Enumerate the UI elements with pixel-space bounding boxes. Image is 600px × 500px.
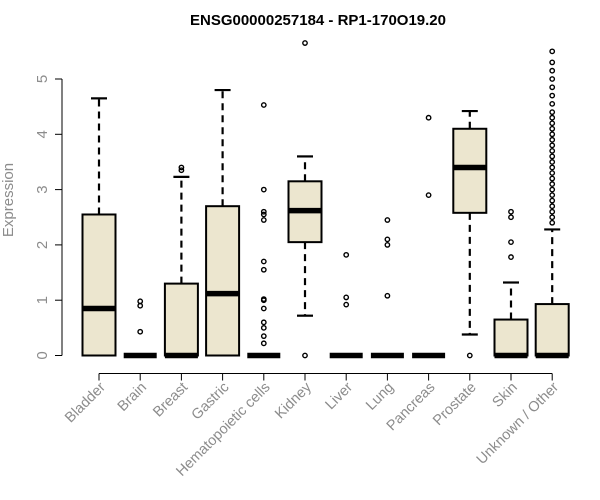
outlier-point xyxy=(549,84,556,91)
outlier-point xyxy=(549,76,556,82)
outlier-point xyxy=(549,114,556,121)
box-11 xyxy=(534,48,570,359)
y-tick-label: 0 xyxy=(34,351,51,359)
outlier-point xyxy=(508,208,514,215)
outlier-point xyxy=(549,219,556,226)
box-iqr xyxy=(452,127,488,214)
y-tick-label: 5 xyxy=(34,75,51,83)
outlier-point xyxy=(260,266,267,273)
box-1 xyxy=(123,298,157,359)
outlier-point xyxy=(260,324,267,331)
box-2 xyxy=(163,164,199,359)
outlier-point xyxy=(343,251,350,258)
outlier-point xyxy=(549,175,556,182)
outlier-point xyxy=(549,186,556,193)
outlier-point xyxy=(425,114,432,121)
outlier-point xyxy=(466,352,473,359)
outlier-point xyxy=(549,208,556,215)
outlier-point xyxy=(260,102,267,108)
outlier-point xyxy=(137,328,144,335)
outlier-point xyxy=(260,258,267,265)
box-iqr xyxy=(205,205,241,357)
box-iqr xyxy=(534,303,570,357)
x-tick-label: Breast xyxy=(150,380,191,421)
outlier-point xyxy=(260,208,267,215)
outlier-point xyxy=(260,333,267,340)
outlier-point xyxy=(302,352,308,359)
outlier-point xyxy=(549,214,556,221)
outlier-point xyxy=(508,254,514,260)
box-iqr xyxy=(163,282,199,357)
x-tick-label: Brain xyxy=(115,380,150,415)
outlier-point xyxy=(549,120,556,127)
box-4 xyxy=(247,102,281,359)
box-0 xyxy=(81,97,117,357)
outlier-point xyxy=(260,296,267,302)
outlier-point xyxy=(549,192,556,199)
outlier-point xyxy=(549,67,556,74)
outlier-point xyxy=(384,236,391,243)
outlier-point xyxy=(549,59,556,66)
outlier-point xyxy=(384,292,391,299)
boxes xyxy=(81,40,570,359)
outlier-point xyxy=(549,92,556,99)
outlier-point xyxy=(260,217,267,223)
outlier-point xyxy=(343,294,350,301)
outlier-point xyxy=(384,241,391,248)
chart-title: ENSG00000257184 - RP1-170O19.20 xyxy=(190,12,446,29)
x-tick-label: Liver xyxy=(322,379,356,413)
box-8 xyxy=(412,114,446,359)
outlier-point xyxy=(508,214,514,221)
box-7 xyxy=(370,217,404,359)
outlier-point xyxy=(549,48,556,55)
y-tick-label: 3 xyxy=(34,185,51,193)
x-tick-label: Skin xyxy=(490,380,521,411)
outlier-point xyxy=(549,197,556,204)
x-tick-label: Kidney xyxy=(272,379,315,422)
box-10 xyxy=(493,208,529,359)
y-axis-label: Expression xyxy=(0,163,17,237)
y-tick-label: 2 xyxy=(34,241,51,249)
outlier-point xyxy=(549,147,556,154)
outlier-point xyxy=(549,136,556,143)
outlier-point xyxy=(343,301,350,308)
outlier-point xyxy=(549,153,556,160)
outlier-point xyxy=(549,203,556,210)
y-tick-label: 1 xyxy=(34,296,51,304)
box-iqr xyxy=(493,318,529,357)
outlier-point xyxy=(549,125,556,132)
box-3 xyxy=(205,88,241,357)
outlier-point xyxy=(549,100,556,107)
outlier-point xyxy=(260,305,267,312)
outlier-point xyxy=(508,239,514,246)
x-tick-label: Bladder xyxy=(62,379,109,426)
outlier-point xyxy=(260,186,267,193)
outlier-point xyxy=(384,217,391,223)
outlier-point xyxy=(549,131,556,138)
outlier-point xyxy=(137,298,144,305)
box-6 xyxy=(329,251,363,359)
outlier-point xyxy=(260,340,267,347)
outlier-point xyxy=(178,167,185,174)
outlier-point xyxy=(549,170,556,176)
outlier-point xyxy=(549,181,556,187)
outlier-point xyxy=(178,164,185,171)
outlier-point xyxy=(549,164,556,171)
outlier-point xyxy=(549,159,556,165)
box-5 xyxy=(287,40,323,359)
box-9 xyxy=(452,109,488,359)
box-iqr xyxy=(81,213,117,357)
outlier-point xyxy=(260,211,267,218)
y-tick-label: 4 xyxy=(34,130,51,138)
outlier-point xyxy=(425,192,432,199)
x-tick-label: Lung xyxy=(363,380,397,414)
x-tick-label: Prostate xyxy=(430,380,479,429)
outlier-point xyxy=(549,142,556,149)
outlier-point xyxy=(260,319,267,326)
outlier-point xyxy=(302,40,308,46)
outlier-point xyxy=(549,109,556,116)
